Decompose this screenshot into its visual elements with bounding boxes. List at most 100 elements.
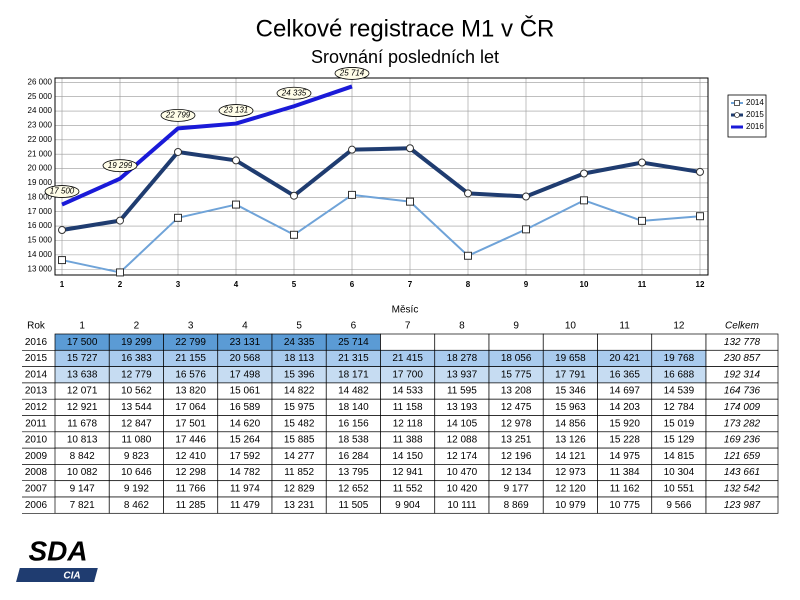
table-header: 8: [459, 321, 465, 332]
table-value: 15 727: [67, 353, 98, 364]
logo-text: SDA: [28, 535, 87, 566]
chart-subtitle: Srovnání posledních let: [311, 47, 499, 67]
marker: [522, 225, 530, 234]
table-value: 10 979: [555, 500, 586, 511]
table-total-cell: [705, 496, 779, 514]
table-value: 10 551: [664, 483, 695, 494]
table-value: 12 475: [501, 402, 532, 413]
table-value: 10 111: [447, 500, 477, 511]
table-cell: [542, 333, 598, 351]
table-value: 16 383: [121, 353, 152, 364]
table-value: 12 118: [393, 418, 423, 429]
data-label-bg: [102, 159, 138, 173]
table-value: 15 482: [284, 418, 315, 429]
marker: [464, 251, 472, 260]
table-value: 12 174: [447, 451, 478, 462]
table-cell: [434, 333, 490, 351]
table-header: 7: [405, 321, 411, 332]
table-value: 13 193: [447, 402, 478, 413]
x-tick-label: 11: [638, 280, 647, 289]
marker: [174, 213, 182, 222]
table-value: 20 568: [230, 353, 261, 364]
marker: [696, 212, 704, 221]
table-total: 132 778: [724, 337, 761, 348]
legend-label: 2016: [746, 122, 764, 131]
table-value: 11 388: [393, 435, 423, 446]
table-header: Celkem: [725, 321, 759, 332]
table-value: 17 791: [555, 369, 586, 380]
legend-marker: [734, 100, 740, 106]
table-value: 18 538: [338, 435, 369, 446]
table-value: 13 126: [555, 435, 586, 446]
marker: [232, 200, 240, 209]
table-value: 10 813: [67, 435, 98, 446]
table-value: 14 822: [284, 386, 315, 397]
table-header: 10: [565, 321, 577, 332]
table-value: 13 820: [175, 386, 206, 397]
table-value: 13 231: [284, 500, 315, 511]
data-label: 17 500: [50, 187, 75, 196]
table-value: 12 978: [501, 418, 532, 429]
table-value: 17 500: [67, 337, 98, 348]
x-tick-label: 9: [524, 280, 529, 289]
x-axis-label: Měsíc: [392, 305, 419, 316]
table-value: 13 251: [501, 435, 532, 446]
table-value: 17 700: [392, 369, 423, 380]
marker: [290, 191, 298, 200]
table-value: 25 714: [338, 337, 369, 348]
table-value: 10 304: [664, 467, 695, 478]
table-value: 11 552: [393, 483, 423, 494]
table-value: 15 228: [609, 435, 640, 446]
data-label: 25 714: [339, 69, 365, 78]
table-value: 11 162: [610, 483, 640, 494]
table-value: 12 921: [67, 402, 98, 413]
marker: [116, 216, 124, 225]
y-tick-label: 18 000: [28, 192, 53, 201]
table-value: 12 829: [284, 483, 315, 494]
table-value: 10 082: [67, 467, 98, 478]
table-year: 2007: [25, 483, 48, 494]
table-value: 11 595: [447, 386, 477, 397]
table-value: 18 113: [284, 353, 314, 364]
table-value: 10 420: [447, 483, 478, 494]
logo-subtext: CIA: [63, 571, 80, 582]
table-value: 13 544: [121, 402, 152, 413]
table-value: 9 566: [666, 500, 691, 511]
table-value: 9 823: [124, 451, 149, 462]
table-value: 16 365: [609, 369, 640, 380]
table-value: 17 592: [230, 451, 261, 462]
x-tick-label: 10: [580, 280, 589, 289]
data-label-bg: [218, 104, 254, 117]
marker: [174, 147, 182, 156]
table-value: 16 576: [175, 369, 206, 380]
x-tick-label: 4: [234, 280, 239, 289]
marker: [696, 167, 704, 176]
table-header: 12: [673, 321, 685, 332]
data-label-bg: [160, 108, 196, 122]
table-value: 24 335: [284, 337, 315, 348]
table-value: 12 120: [555, 483, 586, 494]
data-label-bg: [276, 86, 312, 100]
table-value: 18 171: [338, 369, 369, 380]
table-year: 2015: [25, 353, 48, 364]
table-value: 15 920: [609, 418, 640, 429]
table-header: 11: [619, 321, 630, 332]
legend-marker: [734, 112, 740, 118]
data-label: 19 299: [108, 161, 133, 170]
table-total: 123 987: [724, 500, 761, 511]
marker: [116, 268, 124, 277]
table-value: 14 105: [447, 418, 478, 429]
x-tick-label: 1: [60, 280, 65, 289]
table-value: 11 384: [610, 467, 640, 478]
table-value: 11 479: [230, 500, 260, 511]
table-value: 12 410: [175, 451, 206, 462]
data-label-bg: [44, 185, 80, 198]
table-year: 2012: [25, 402, 48, 413]
table-value: 16 156: [338, 418, 369, 429]
marker: [638, 158, 646, 167]
table-value: 9 192: [124, 483, 149, 494]
table-header: 5: [296, 321, 302, 332]
table-value: 15 775: [501, 369, 532, 380]
marker: [464, 189, 472, 198]
marker: [348, 190, 356, 199]
